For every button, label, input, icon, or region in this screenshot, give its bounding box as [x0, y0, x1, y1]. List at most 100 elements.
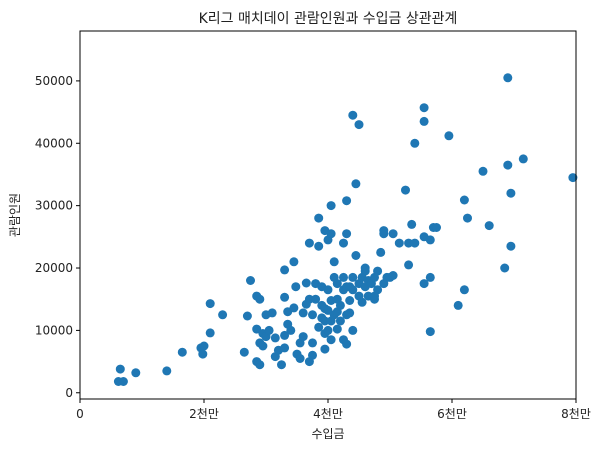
data-point	[308, 310, 317, 320]
data-point	[280, 330, 290, 340]
data-point	[242, 311, 252, 321]
data-point	[298, 308, 308, 318]
x-tick-label: 6천만	[437, 406, 467, 421]
data-point	[394, 238, 404, 248]
data-point	[335, 316, 345, 326]
data-point	[410, 238, 420, 248]
data-point	[506, 188, 516, 198]
data-point	[568, 173, 578, 183]
data-point	[199, 341, 209, 351]
data-point	[373, 285, 383, 295]
data-point	[270, 333, 280, 343]
data-point	[357, 297, 367, 307]
y-tick-label: 20000	[35, 261, 73, 275]
data-point	[419, 103, 429, 113]
y-axis-label: 관람인원	[8, 193, 22, 237]
data-point	[304, 238, 314, 248]
data-point	[401, 185, 410, 195]
data-point	[345, 308, 355, 318]
data-point	[459, 285, 469, 295]
data-point	[478, 166, 488, 176]
data-point	[503, 73, 513, 83]
data-point	[286, 325, 296, 335]
data-point	[267, 308, 277, 318]
data-point	[351, 179, 361, 189]
x-tick-label: 0	[76, 407, 84, 421]
data-point	[335, 300, 345, 310]
data-point	[463, 213, 472, 223]
chart-title: K리그 매치데이 관람인원과 수입금 상관관계	[199, 11, 458, 27]
data-point	[376, 247, 386, 257]
y-tick-label: 40000	[35, 136, 73, 150]
data-point	[425, 235, 435, 245]
data-point	[323, 325, 333, 335]
data-point	[407, 219, 417, 229]
data-point	[459, 195, 469, 205]
data-point	[379, 226, 389, 236]
data-point	[301, 278, 311, 288]
data-point	[314, 213, 324, 223]
data-point	[506, 241, 516, 251]
data-point	[503, 160, 513, 170]
data-point	[329, 257, 339, 267]
y-tick-label: 0	[65, 386, 73, 400]
data-point	[314, 241, 324, 251]
data-point	[339, 238, 348, 248]
data-point	[373, 266, 383, 276]
data-point	[289, 303, 299, 313]
data-point	[425, 272, 435, 282]
data-point	[342, 339, 352, 349]
data-point	[484, 221, 494, 231]
data-point	[198, 349, 208, 359]
data-point	[314, 322, 324, 332]
data-point	[453, 300, 463, 310]
data-point	[326, 201, 336, 211]
data-point	[432, 223, 441, 232]
x-tick-label: 4천만	[313, 406, 343, 421]
data-point	[131, 368, 141, 378]
data-point	[354, 120, 364, 130]
data-point	[289, 257, 299, 267]
data-point	[308, 338, 317, 348]
data-point	[118, 377, 128, 386]
data-point	[345, 296, 355, 305]
data-point	[323, 285, 333, 295]
data-point	[298, 332, 308, 342]
data-point	[320, 316, 330, 326]
data-point	[115, 364, 125, 374]
data-point	[404, 238, 414, 248]
data-point	[205, 299, 215, 309]
data-point	[258, 341, 268, 351]
x-tick-label: 8천만	[561, 406, 591, 421]
data-point	[348, 285, 358, 295]
data-point	[280, 343, 290, 353]
data-point	[277, 360, 286, 370]
data-point	[404, 260, 414, 270]
data-points	[113, 73, 578, 386]
data-point	[342, 229, 352, 239]
data-point	[351, 251, 361, 260]
y-tick-label: 10000	[35, 323, 73, 337]
data-point	[419, 116, 429, 126]
data-point	[419, 279, 429, 289]
data-point	[205, 328, 215, 338]
data-point	[425, 327, 435, 337]
data-point	[500, 263, 510, 273]
data-point	[342, 196, 352, 206]
data-point	[518, 154, 528, 164]
data-point	[311, 294, 321, 304]
data-point	[348, 325, 358, 335]
data-point	[360, 266, 370, 276]
data-point	[246, 276, 255, 285]
data-point	[291, 282, 301, 292]
data-point	[177, 347, 187, 357]
y-tick-label: 50000	[35, 74, 73, 88]
data-point	[239, 347, 249, 357]
data-point	[255, 294, 265, 304]
data-point	[255, 360, 265, 370]
x-axis-ticks: 0 2천만 4천만 6천만 8천만	[76, 399, 591, 421]
data-point	[410, 138, 420, 148]
data-point	[304, 294, 314, 304]
